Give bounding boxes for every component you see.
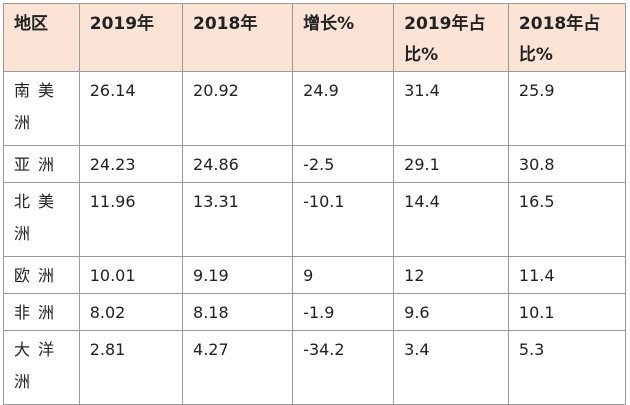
share-2019-cell: 9.6	[393, 293, 509, 331]
table-row: 南美洲 26.14 20.92 24.9 31.4 25.9	[3, 71, 627, 146]
header-share-2019: 2019年占比%	[393, 3, 509, 72]
growth-cell: 24.9	[292, 71, 395, 146]
header-region: 地区	[3, 3, 80, 72]
region-cell: 南美洲	[3, 71, 80, 146]
share-2019-cell: 14.4	[393, 182, 509, 257]
header-share-2018: 2018年占比%	[507, 3, 627, 72]
table-row: 非洲 8.02 8.18 -1.9 9.6 10.1	[3, 293, 627, 331]
share-2018-cell: 11.4	[507, 256, 627, 294]
growth-cell: -1.9	[292, 293, 395, 331]
header-2019: 2019年	[78, 3, 184, 72]
share-2019-cell: 12	[393, 256, 509, 294]
table-row: 亚洲 24.23 24.86 -2.5 29.1 30.8	[3, 145, 627, 183]
value-2018-cell: 4.27	[182, 330, 294, 405]
share-2019-cell: 29.1	[393, 145, 509, 183]
header-row: 地区 2019年 2018年 增长% 2019年占比% 2018年占比%	[3, 3, 627, 72]
share-2018-cell: 25.9	[507, 71, 627, 146]
share-2019-cell: 3.4	[393, 330, 509, 405]
header-growth: 增长%	[292, 3, 395, 72]
table-row: 欧洲 10.01 9.19 9 12 11.4	[3, 256, 627, 294]
share-2018-cell: 16.5	[507, 182, 627, 257]
region-cell: 北美洲	[3, 182, 80, 257]
share-2018-cell: 30.8	[507, 145, 627, 183]
value-2018-cell: 9.19	[182, 256, 294, 294]
share-2018-cell: 5.3	[507, 330, 627, 405]
value-2018-cell: 24.86	[182, 145, 294, 183]
share-2019-cell: 31.4	[393, 71, 509, 146]
region-cell: 欧洲	[3, 256, 80, 294]
value-2019-cell: 26.14	[78, 71, 184, 146]
value-2019-cell: 8.02	[78, 293, 184, 331]
value-2018-cell: 20.92	[182, 71, 294, 146]
share-2018-cell: 10.1	[507, 293, 627, 331]
region-data-table: 地区 2019年 2018年 增长% 2019年占比% 2018年占比% 南美洲…	[3, 3, 627, 405]
growth-cell: -10.1	[292, 182, 395, 257]
value-2018-cell: 13.31	[182, 182, 294, 257]
header-2018: 2018年	[182, 3, 294, 72]
growth-cell: -2.5	[292, 145, 395, 183]
value-2018-cell: 8.18	[182, 293, 294, 331]
value-2019-cell: 10.01	[78, 256, 184, 294]
value-2019-cell: 24.23	[78, 145, 184, 183]
region-cell: 亚洲	[3, 145, 80, 183]
region-cell: 大洋洲	[3, 330, 80, 405]
table-row: 北美洲 11.96 13.31 -10.1 14.4 16.5	[3, 182, 627, 257]
value-2019-cell: 2.81	[78, 330, 184, 405]
growth-cell: -34.2	[292, 330, 395, 405]
region-cell: 非洲	[3, 293, 80, 331]
growth-cell: 9	[292, 256, 395, 294]
table-row: 大洋洲 2.81 4.27 -34.2 3.4 5.3	[3, 330, 627, 405]
value-2019-cell: 11.96	[78, 182, 184, 257]
